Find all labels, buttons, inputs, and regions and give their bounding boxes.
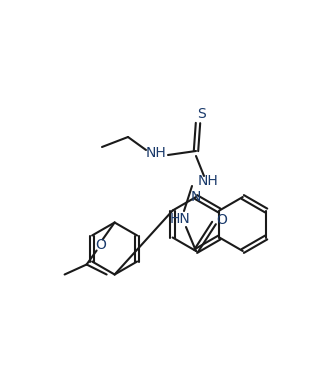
Text: O: O xyxy=(217,213,227,227)
Text: NH: NH xyxy=(197,174,218,188)
Text: HN: HN xyxy=(169,212,190,226)
Text: O: O xyxy=(95,238,106,252)
Text: NH: NH xyxy=(146,146,166,160)
Text: S: S xyxy=(197,107,206,121)
Text: N: N xyxy=(191,190,201,204)
